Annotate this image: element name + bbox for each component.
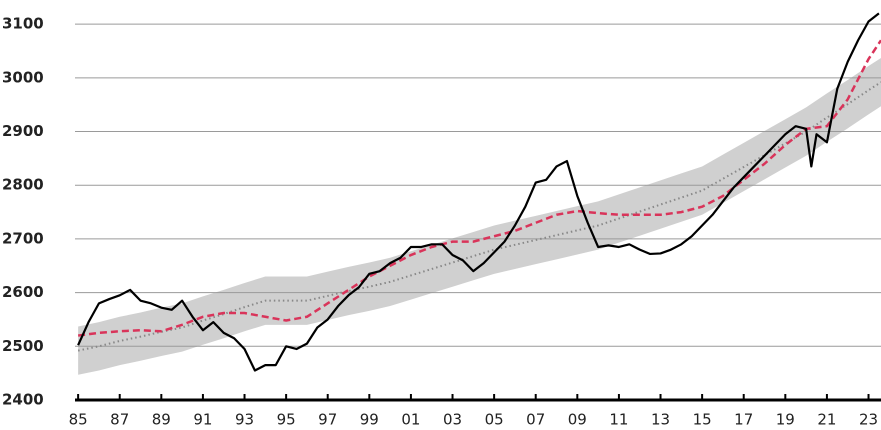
y-tick-label: 2900 [2,122,44,140]
y-tick-label: 3000 [2,68,44,86]
x-tick-label: 93 [235,411,254,429]
x-tick-label: 85 [69,411,88,429]
x-tick-label: 03 [443,411,462,429]
series-line [77,39,881,337]
x-tick-label: 05 [485,411,504,429]
x-tick-label: 09 [568,411,587,429]
series-line [77,81,881,352]
x-tick-label: 99 [360,411,379,429]
y-tick-label: 2400 [2,391,44,409]
y-tick-label: 3100 [2,15,44,33]
x-tick-label: 91 [193,411,212,429]
x-tick-label: 23 [859,411,878,429]
x-tick-label: 95 [277,411,296,429]
x-tick-label: 97 [318,411,337,429]
x-tick-label: 11 [609,411,628,429]
x-tick-label: 15 [693,411,712,429]
x-tick-label: 89 [152,411,171,429]
x-tick-label: 21 [817,411,836,429]
series-line [77,12,880,372]
x-tick-label: 07 [526,411,545,429]
x-tick-label: 01 [401,411,420,429]
confidence-band [78,57,881,375]
x-tick-label: 17 [734,411,753,429]
x-tick-label: 87 [110,411,129,429]
y-tick-label: 2600 [2,283,44,301]
y-tick-label: 2500 [2,337,44,355]
y-tick-label: 2800 [2,176,44,194]
x-tick-label: 19 [776,411,795,429]
y-tick-label: 2700 [2,229,44,247]
x-tick-label: 13 [651,411,670,429]
